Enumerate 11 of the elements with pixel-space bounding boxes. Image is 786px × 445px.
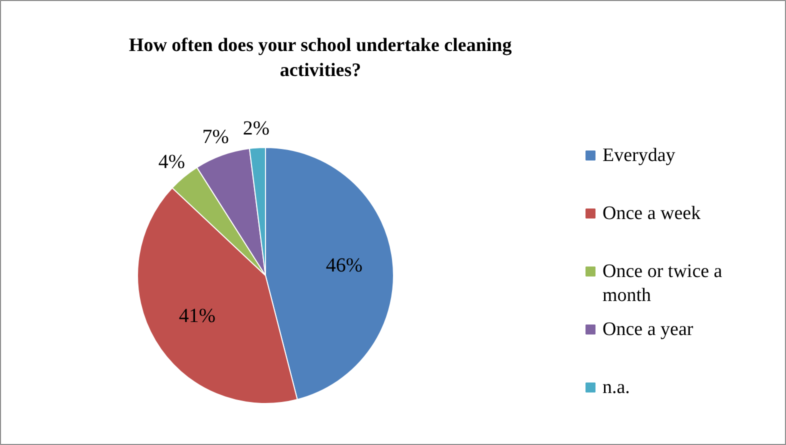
- chart-title: How often does your school undertake cleaning activities?: [128, 35, 512, 81]
- legend-label: Everyday: [602, 145, 676, 166]
- legend-label: n.a.: [602, 377, 630, 398]
- data-label: 46%: [326, 254, 363, 277]
- data-label: 2%: [242, 118, 270, 140]
- legend-label: Once or twice a month: [602, 261, 723, 306]
- data-label: 4%: [158, 151, 186, 174]
- legend-label: Once a year: [602, 319, 694, 340]
- data-label: 41%: [178, 304, 216, 327]
- data-label: 7%: [202, 126, 229, 148]
- legend-label: Once a week: [602, 203, 702, 224]
